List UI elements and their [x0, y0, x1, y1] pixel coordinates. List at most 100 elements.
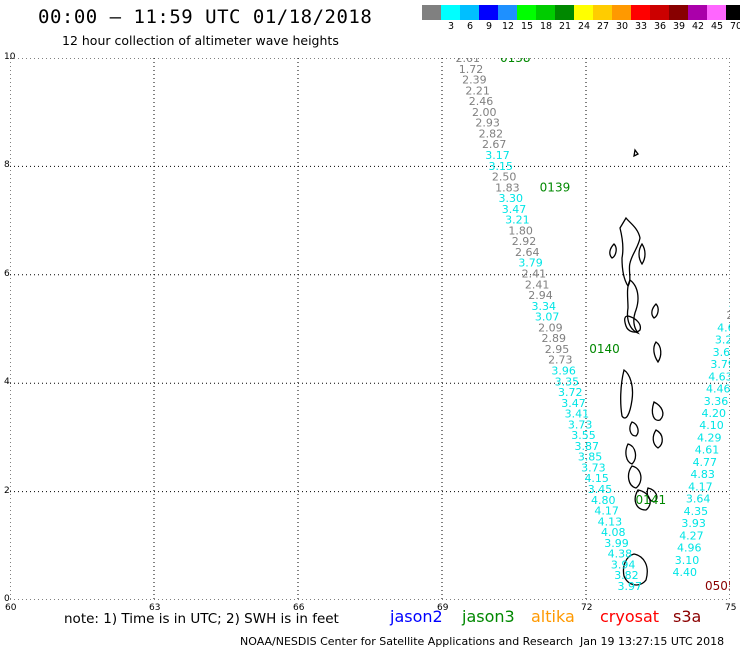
footer-timestamp: Jan 19 13:27:15 UTC 2018 — [580, 635, 725, 648]
x-tick-label: 69 — [437, 603, 449, 613]
island-outline — [622, 553, 648, 586]
map-subtitle: 12 hour collection of altimeter wave hei… — [62, 33, 339, 48]
swh-label: 3.35 — [555, 375, 580, 388]
island-outline — [620, 368, 634, 419]
swh-label: 3.2 — [729, 297, 730, 310]
island-outline — [646, 487, 658, 503]
swh-label: 2.41 — [525, 278, 550, 291]
colorbar-label: 18 — [539, 21, 553, 32]
swh-label: 2.09 — [538, 321, 563, 334]
colorbar-label: 24 — [577, 21, 591, 32]
swh-labels: 2.611.722.392.212.462.002.932.822.673.17… — [456, 58, 731, 593]
colorbar-label: 3 — [447, 21, 455, 32]
swh-label: 3.94 — [611, 558, 636, 571]
swh-label: 2.46 — [469, 95, 494, 108]
swh-label: 4.27 — [679, 529, 704, 542]
swh-label: 3.36 — [704, 395, 729, 408]
swh-label: 1.80 — [508, 224, 533, 237]
swh-label: 3.87 — [575, 440, 600, 453]
swh-label: 4.17 — [594, 505, 619, 518]
island-outline — [609, 243, 617, 259]
x-tick-label: 63 — [149, 603, 161, 613]
swh-label: 2.89 — [541, 332, 566, 345]
legend-jason2: jason2 — [390, 607, 443, 626]
colorbar-swatch — [707, 5, 726, 20]
swh-label: 3.85 — [578, 451, 603, 464]
swh-label: 4.20 — [702, 407, 727, 420]
colorbar-label: 70 — [729, 21, 740, 32]
swh-label: 2.41 — [522, 268, 547, 281]
swh-label: 4.35 — [684, 505, 709, 518]
colorbar-label: 36 — [653, 21, 667, 32]
colorbar-label: 33 — [634, 21, 648, 32]
island-outline — [638, 242, 646, 266]
swh-label: 4.38 — [608, 548, 633, 561]
units-note: note: 1) Time is in UTC; 2) SWH is in fe… — [64, 611, 339, 627]
y-tick-label: 2 — [4, 485, 10, 496]
swh-label: 2.64 — [515, 246, 540, 259]
island-outline — [652, 429, 663, 449]
swh-label: 2.82 — [479, 127, 504, 140]
island-outlines — [609, 148, 664, 586]
colorbar-label: 42 — [691, 21, 705, 32]
island-outline — [626, 279, 640, 335]
swh-label: 4.67 — [717, 321, 730, 334]
swh-label: 3.15 — [489, 160, 514, 173]
swh-label: 4.46 — [706, 383, 730, 396]
swh-label: 2.94 — [528, 289, 553, 302]
swh-label: 4.08 — [601, 526, 626, 539]
swh-label: 4.29 — [697, 431, 722, 444]
colorbar-swatch — [422, 5, 441, 20]
island-outline — [619, 216, 641, 288]
island-outline — [653, 341, 662, 364]
x-tick-label: 60 — [5, 603, 17, 613]
map-plot: 2.611.722.392.212.462.002.932.822.673.17… — [10, 58, 730, 600]
swh-label: 4.83 — [690, 468, 715, 481]
colorbar-swatch — [460, 5, 479, 20]
swh-label: 2.50 — [492, 171, 517, 184]
swh-label: 3.73 — [568, 418, 593, 431]
swh-label: 4.17 — [688, 480, 713, 493]
swh-label: 4.10 — [699, 419, 724, 432]
swh-label: 2.00 — [472, 106, 497, 119]
y-tick-label: 4 — [4, 377, 10, 388]
y-tick-label: 6 — [4, 268, 10, 279]
island-outline — [624, 315, 642, 333]
island-outline — [651, 401, 664, 421]
swh-label: 3.96 — [551, 364, 576, 377]
swh-label: 2.21 — [465, 84, 490, 97]
island-outline — [651, 303, 659, 319]
swh-label: 3.97 — [618, 580, 643, 593]
x-tick-label: 75 — [725, 603, 737, 613]
swh-label: 3.55 — [571, 429, 596, 442]
colorbar-swatch — [688, 5, 707, 20]
colorbar-label: 9 — [485, 21, 493, 32]
swh-label: 3.10 — [675, 554, 700, 567]
swh-label: 2.95 — [545, 343, 570, 356]
colorbar-swatch — [479, 5, 498, 20]
swh-label: 4.77 — [693, 456, 718, 469]
colorbar-swatch — [517, 5, 536, 20]
colorbar-swatch — [574, 5, 593, 20]
island-outline — [627, 465, 642, 489]
swh-label: 3.47 — [502, 203, 527, 216]
colorbar-swatch — [555, 5, 574, 20]
swh-label: 3.72 — [558, 386, 583, 399]
swh-label: 3.21 — [715, 334, 730, 347]
island-outline — [633, 148, 639, 158]
swh-label: 3.34 — [532, 300, 557, 313]
colorbar-swatch — [650, 5, 669, 20]
colorbar-label: 6 — [466, 21, 474, 32]
swh-label: 3.79 — [518, 257, 543, 270]
y-tick-label: 10 — [4, 52, 16, 62]
swh-label: 2.39 — [462, 74, 487, 87]
map-title: 00:00 – 11:59 UTC 01/18/2018 — [38, 6, 373, 28]
swh-label: 2.92 — [512, 235, 537, 248]
swh-label: 3.47 — [561, 397, 586, 410]
legend-cryosat: cryosat — [600, 607, 660, 626]
swh-label: 4.80 — [591, 494, 616, 507]
swh-label: 4.40 — [673, 566, 698, 579]
swh-label: 3.99 — [604, 537, 629, 550]
colorbar-label: 21 — [558, 21, 572, 32]
colorbar-label: 12 — [501, 21, 515, 32]
